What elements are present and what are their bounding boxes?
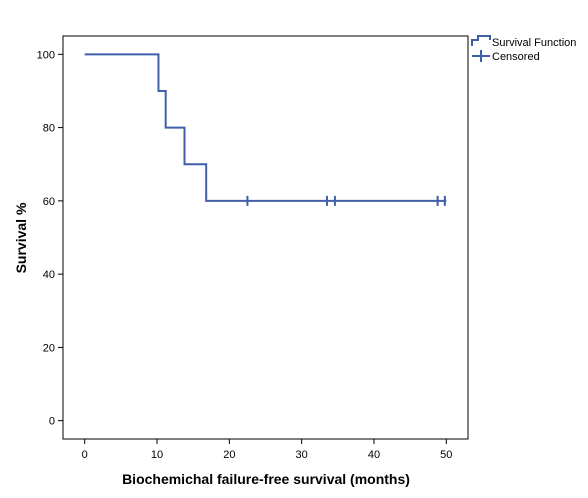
y-tick-label: 100 [37,49,55,61]
legend: Survival Function Censored [471,35,576,63]
x-tick-label: 50 [440,449,452,461]
legend-item-survival-function: Survival Function [471,35,576,49]
y-tick-label: 20 [43,342,55,354]
y-tick-label: 60 [43,196,55,208]
x-tick-label: 40 [368,449,380,461]
x-axis: 0 10 20 30 40 50 [82,439,452,461]
x-tick-label: 0 [82,449,88,461]
legend-swatch-step-icon [471,35,491,46]
legend-item-censored: Censored [472,50,540,63]
survival-function-line [84,53,447,202]
y-axis-title: Survival % [13,202,29,273]
y-axis: 0 20 40 60 80 100 [37,49,63,428]
x-tick-label: 10 [151,449,163,461]
x-tick-label: 20 [223,449,235,461]
series-layer [84,53,447,202]
plot-area [62,35,469,440]
y-tick-label: 40 [43,269,55,281]
y-tick-label: 0 [49,416,55,428]
legend-label-censored: Censored [492,51,540,63]
x-tick-label: 30 [296,449,308,461]
legend-label-survival-function: Survival Function [492,37,576,49]
y-tick-label: 80 [43,123,55,135]
x-axis-title: Biochemichal failure-free survival (mont… [122,471,410,487]
censor-markers [246,195,446,206]
